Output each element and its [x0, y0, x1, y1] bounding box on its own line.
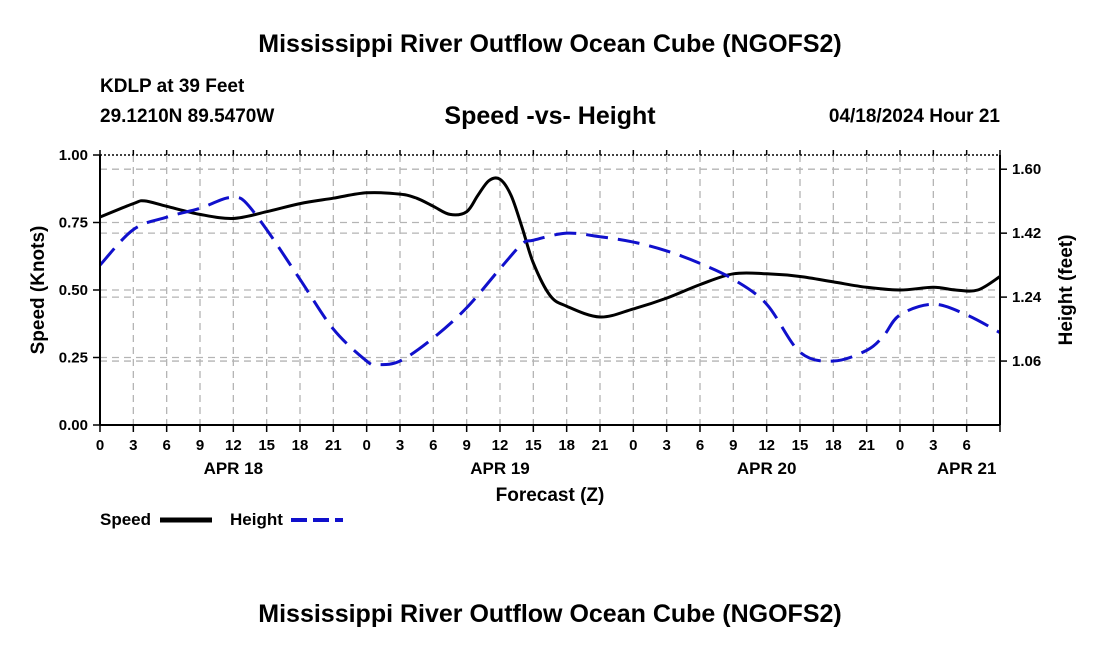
date-label: APR 20 — [737, 459, 797, 478]
y2-tick-label: 1.42 — [1012, 225, 1041, 242]
y-tick-label: 0.50 — [59, 282, 88, 299]
x-tick-label: 21 — [858, 437, 875, 454]
y2-tick-label: 1.06 — [1012, 353, 1041, 370]
x-tick-label: 18 — [558, 437, 575, 454]
y2-tick-label: 1.60 — [1012, 161, 1041, 178]
x-tick-label: 15 — [258, 437, 275, 454]
station-label: KDLP at 39 Feet — [100, 76, 245, 97]
y2-axis-label: Height (feet) — [1056, 235, 1077, 346]
x-tick-label: 18 — [825, 437, 842, 454]
x-tick-label: 18 — [292, 437, 309, 454]
y-tick-label: 0.25 — [59, 350, 88, 367]
date-label: APR 21 — [937, 459, 997, 478]
x-tick-label: 15 — [525, 437, 542, 454]
page-title: Mississippi River Outflow Ocean Cube (NG… — [258, 30, 842, 58]
x-tick-label: 3 — [662, 437, 670, 454]
x-tick-label: 9 — [729, 437, 737, 454]
x-tick-label: 21 — [592, 437, 609, 454]
x-tick-label: 0 — [362, 437, 370, 454]
x-tick-label: 6 — [696, 437, 704, 454]
x-tick-label: 12 — [225, 437, 242, 454]
y-tick-label: 1.00 — [59, 147, 88, 164]
y-tick-label: 0.00 — [59, 417, 88, 434]
x-axis-label: Forecast (Z) — [496, 485, 605, 506]
x-tick-label: 0 — [896, 437, 904, 454]
series-line-speed — [99, 176, 1001, 319]
station-coordinates: 29.1210N 89.5470W — [100, 106, 275, 127]
y2-tick-label: 1.24 — [1012, 289, 1042, 306]
y-tick-label: 0.75 — [59, 215, 88, 232]
x-tick-label: 6 — [429, 437, 437, 454]
footer-title: Mississippi River Outflow Ocean Cube (NG… — [258, 600, 842, 628]
chart-title: Speed -vs- Height — [444, 102, 656, 130]
x-tick-label: 3 — [396, 437, 404, 454]
date-label: APR 19 — [470, 459, 530, 478]
date-label: APR 18 — [204, 459, 264, 478]
x-tick-label: 9 — [462, 437, 470, 454]
x-tick-label: 9 — [196, 437, 204, 454]
series-layer — [98, 176, 1001, 367]
legend-speed-label: Speed — [100, 510, 151, 529]
x-tick-label: 6 — [162, 437, 170, 454]
y-axis-label: Speed (Knots) — [28, 226, 49, 355]
x-tick-label: 3 — [929, 437, 937, 454]
x-tick-label: 0 — [96, 437, 104, 454]
x-tick-label: 6 — [962, 437, 970, 454]
grid-layer — [100, 155, 1000, 425]
axes-layer: 0 3 6 9 12 15 18 21 0 3 6 9 12 15 18 21 0 3 6 9 12 15 18 21 0 3 6 A… — [59, 147, 1042, 478]
x-tick-label: 15 — [792, 437, 809, 454]
legend: Speed Height — [100, 510, 343, 529]
forecast-datetime: 04/18/2024 Hour 21 — [828, 106, 1000, 127]
x-tick-label: 3 — [129, 437, 137, 454]
legend-height-label: Height — [230, 510, 283, 529]
x-tick-label: 21 — [325, 437, 342, 454]
x-tick-label: 12 — [492, 437, 509, 454]
x-tick-label: 12 — [758, 437, 775, 454]
x-tick-label: 0 — [629, 437, 637, 454]
